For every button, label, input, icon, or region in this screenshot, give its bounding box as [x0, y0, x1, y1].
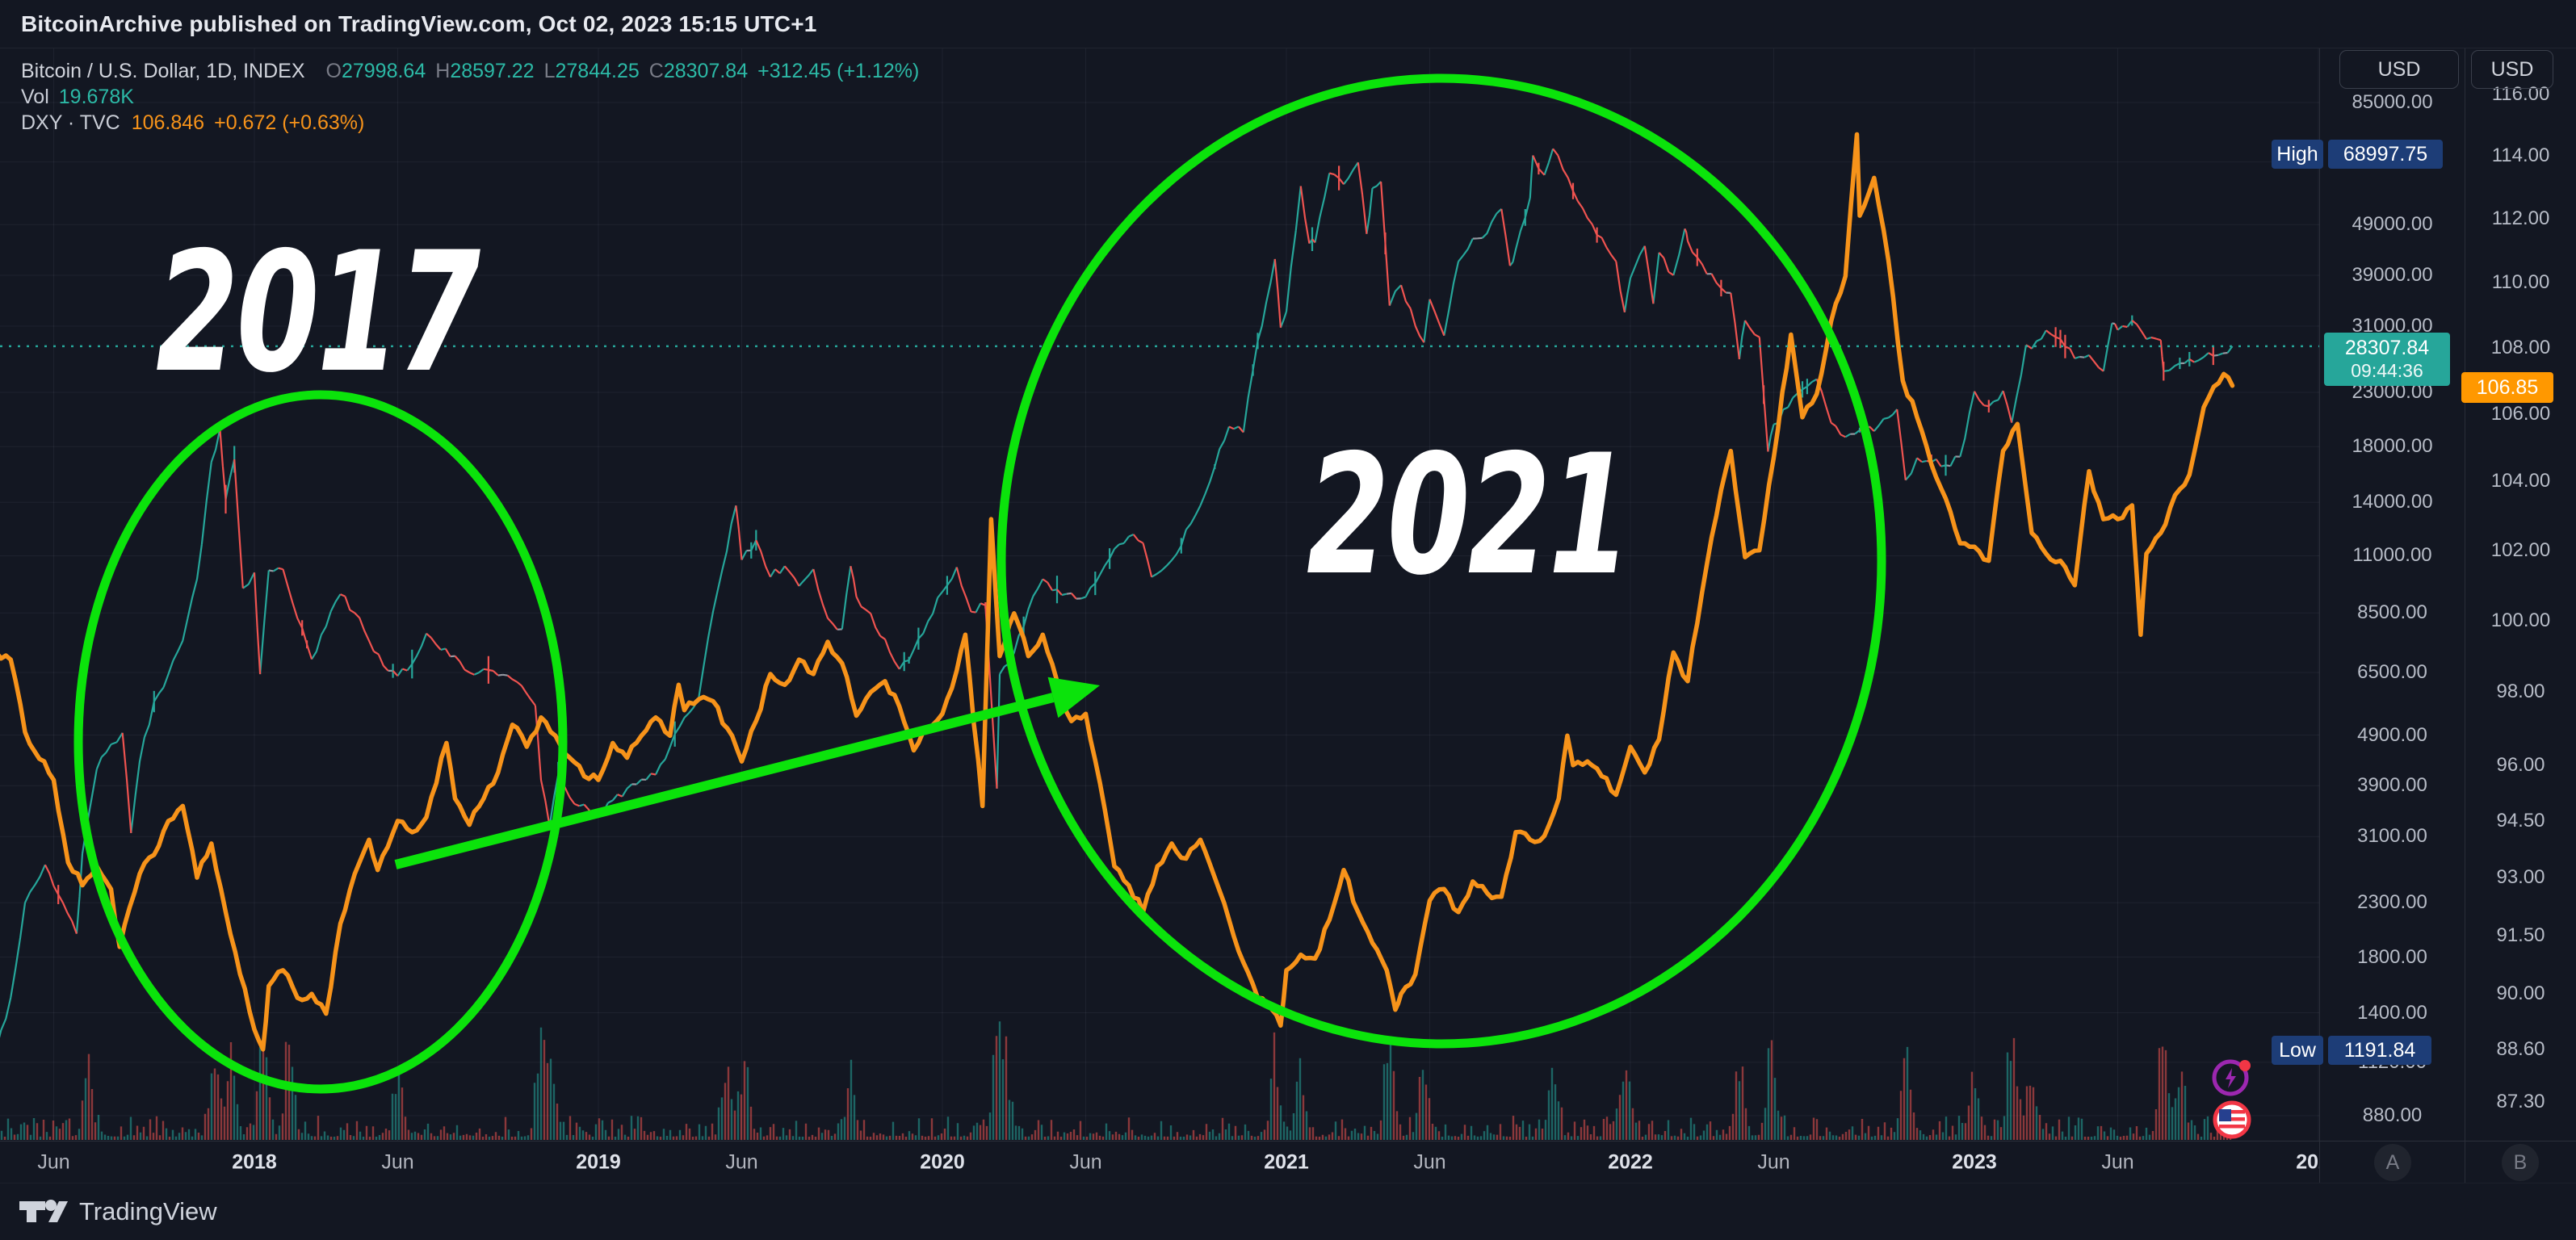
- dxy-price-tick-label: 108.00: [2490, 336, 2551, 358]
- tradingview-brand-text[interactable]: TradingView: [79, 1197, 217, 1225]
- chart-legend: Bitcoin / U.S. Dollar, 1D, INDEX O 27998…: [21, 58, 919, 136]
- lightning-events-icon[interactable]: [2209, 1055, 2253, 1099]
- dxy-price-tick-label: 112.00: [2491, 207, 2550, 230]
- dxy-legend-row[interactable]: DXY · TVC 106.846 +0.672 (+0.63%): [21, 110, 919, 136]
- time-tick-label: 2018: [232, 1150, 277, 1174]
- time-tick-label: 2024: [2296, 1150, 2319, 1174]
- time-tick-label: Jun: [1757, 1150, 1790, 1174]
- change-value: +312.45 (+1.12%): [757, 59, 920, 82]
- btc-price-tick-label: 1800.00: [2357, 945, 2427, 968]
- btc-price-tick-label: 2300.00: [2357, 891, 2427, 914]
- btc-price-tick-label: 1400.00: [2357, 1001, 2427, 1024]
- dxy-price-tick-label: 94.50: [2496, 809, 2545, 832]
- open-value: 27998.64: [341, 59, 426, 82]
- dxy-price-tick-label: 114.00: [2491, 145, 2550, 167]
- low-value-badge: 1191.84: [2328, 1036, 2431, 1065]
- close-label: C: [648, 59, 664, 82]
- dxy-price-tick-label: 91.50: [2496, 924, 2545, 946]
- btc-scale-border[interactable]: [2319, 48, 2320, 1183]
- btc-price-tick-label: 85000.00: [2352, 91, 2433, 113]
- dxy-price-tick-label: 110.00: [2491, 271, 2550, 294]
- time-tick-label: 2022: [1608, 1150, 1653, 1174]
- high-label-badge: High: [2272, 140, 2323, 169]
- btc-price-tick-label: 14000.00: [2352, 491, 2433, 513]
- btc-currency-button[interactable]: USD: [2339, 50, 2459, 89]
- dxy-price-tick-label: 90.00: [2496, 982, 2545, 1005]
- arrow-annotation-shaft[interactable]: [394, 693, 1055, 869]
- time-axis[interactable]: Jun 2018 Jun 2019 Jun 2020 Jun 2021 Jun 2022 Jun 20…: [0, 1141, 2576, 1183]
- btc-price-tick-label: 11000.00: [2352, 544, 2432, 567]
- dxy-value: 106.846: [131, 111, 205, 134]
- high-value-badge: 68997.75: [2328, 140, 2443, 169]
- dxy-price-scale[interactable]: 116.00 114.00 112.00 110.00 108.00 106.00 104.…: [2465, 48, 2576, 1141]
- btc-price-tick-label: 49000.00: [2352, 213, 2433, 236]
- dxy-price-tick-label: 100.00: [2490, 609, 2551, 631]
- high-label: H: [435, 59, 451, 82]
- dxy-price-tick-label: 98.00: [2496, 681, 2545, 703]
- low-label-badge: Low: [2272, 1036, 2323, 1065]
- time-tick-label: Jun: [37, 1150, 70, 1174]
- volume-value: 19.678K: [58, 85, 134, 108]
- time-tick-label: Jun: [2101, 1150, 2134, 1174]
- time-tick-label: 2019: [576, 1150, 621, 1174]
- arrow-annotation-head[interactable]: [1047, 677, 1100, 718]
- low-value: 27844.25: [555, 59, 640, 82]
- time-tick-label: 2020: [920, 1150, 965, 1174]
- dxy-price-tick-label: 102.00: [2490, 538, 2551, 561]
- btc-price-tick-label: 880.00: [2362, 1104, 2423, 1127]
- open-label: O: [325, 59, 342, 82]
- attribution-text: BitcoinArchive published on TradingView.…: [21, 10, 817, 36]
- btc-price-tick-label: 8500.00: [2357, 601, 2427, 624]
- dxy-scale-mode-button[interactable]: B: [2502, 1144, 2539, 1181]
- time-tick-label: 2023: [1952, 1150, 1997, 1174]
- btc-price-tick-label: 3900.00: [2357, 774, 2427, 797]
- time-tick-label: Jun: [1069, 1150, 1102, 1174]
- btc-price-tick-label: 18000.00: [2352, 435, 2433, 458]
- dxy-price-tick-label: 116.00: [2491, 83, 2550, 105]
- time-tick-label: 2021: [1264, 1150, 1309, 1174]
- btc-scale-mode-button[interactable]: A: [2374, 1144, 2411, 1181]
- symbol-title: Bitcoin / U.S. Dollar, 1D, INDEX: [21, 59, 305, 82]
- dxy-price-tick-label: 93.00: [2496, 866, 2545, 889]
- dxy-price-tick-label: 106.00: [2490, 402, 2551, 425]
- volume-legend-row[interactable]: Vol 19.678K: [21, 84, 919, 110]
- volume-label: Vol: [21, 85, 49, 108]
- high-value: 28597.22: [450, 59, 535, 82]
- close-value: 28307.84: [663, 59, 749, 82]
- symbol-legend-row[interactable]: Bitcoin / U.S. Dollar, 1D, INDEX O 27998…: [21, 58, 919, 84]
- low-label: L: [543, 59, 556, 82]
- time-tick-label: Jun: [725, 1150, 758, 1174]
- dxy-currency-button[interactable]: USD: [2471, 50, 2553, 89]
- dxy-price-tick-label: 88.60: [2496, 1037, 2545, 1060]
- btc-price-tick-label: 6500.00: [2357, 660, 2427, 683]
- btc-price-scale[interactable]: 85000.0065000.0049000.0039000.0031000.00…: [2320, 48, 2465, 1141]
- btc-price-tick-label: 3100.00: [2357, 825, 2427, 848]
- footer-bar: TradingView: [0, 1183, 2576, 1240]
- us-flag-economic-events-icon[interactable]: [2213, 1100, 2251, 1139]
- btc-last-price: 28307.84: [2344, 337, 2430, 360]
- dxy-symbol-title: DXY · TVC: [21, 111, 120, 134]
- dxy-last-price-badge: 106.85: [2461, 372, 2553, 403]
- year-2017-callout[interactable]: 2017: [156, 217, 480, 409]
- time-tick-label: Jun: [1413, 1150, 1446, 1174]
- btc-price-tick-label: 4900.00: [2357, 723, 2427, 746]
- bar-countdown: 09:44:36: [2351, 360, 2423, 382]
- ellipse-2021-annotation[interactable]: [996, 73, 1886, 1049]
- dxy-price-tick-label: 96.00: [2496, 753, 2545, 776]
- time-tick-label: Jun: [381, 1150, 414, 1174]
- btc-last-price-badge: 28307.84 09:44:36: [2324, 333, 2450, 386]
- dxy-price-tick-label: 104.00: [2490, 470, 2551, 492]
- year-2021-callout[interactable]: 2021: [1307, 420, 1631, 612]
- btc-price-tick-label: 39000.00: [2352, 263, 2433, 286]
- tradingview-logo-icon[interactable]: [18, 1196, 69, 1228]
- attribution-bar: BitcoinArchive published on TradingView.…: [0, 0, 2576, 48]
- ellipse-2017-annotation[interactable]: [73, 390, 568, 1094]
- dxy-change: +0.672 (+0.63%): [214, 111, 365, 134]
- dxy-price-tick-label: 87.30: [2496, 1090, 2545, 1112]
